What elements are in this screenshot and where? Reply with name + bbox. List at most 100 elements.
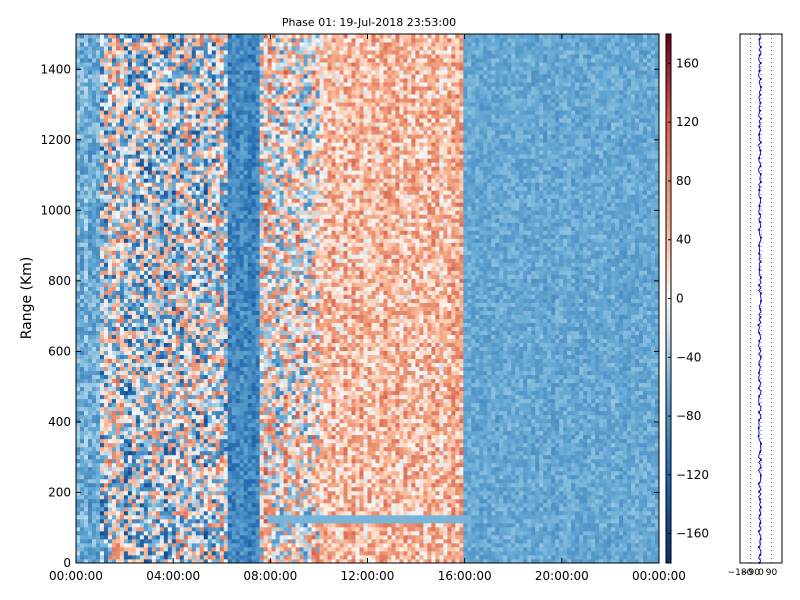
heatmap-cell	[223, 118, 229, 123]
heatmap-cell	[207, 166, 213, 171]
heatmap-cell	[151, 258, 157, 263]
heatmap-cell	[195, 522, 201, 528]
heatmap-cell	[127, 250, 133, 255]
heatmap-cell	[191, 150, 197, 155]
heatmap-cell	[87, 398, 93, 404]
heatmap-cell	[123, 506, 129, 512]
heatmap-cell	[175, 214, 181, 219]
heatmap-cell	[191, 262, 197, 267]
heatmap-cell	[223, 394, 229, 400]
heatmap-cell	[191, 222, 197, 227]
heatmap-cell	[183, 266, 189, 271]
heatmap-cell	[111, 218, 117, 223]
heatmap-cell	[143, 338, 149, 343]
heatmap-cell	[167, 46, 173, 51]
heatmap-cell	[203, 246, 209, 251]
heatmap-cell	[83, 334, 89, 339]
heatmap-cell	[103, 346, 109, 351]
heatmap-cell	[147, 542, 153, 548]
heatmap-cell	[151, 286, 157, 291]
heatmap-cell	[155, 334, 161, 339]
heatmap-cell	[175, 162, 181, 167]
heatmap-cell	[199, 514, 205, 520]
heatmap-cell	[163, 54, 169, 59]
heatmap-cell	[147, 366, 153, 372]
heatmap-cell	[99, 494, 105, 500]
heatmap-cell	[111, 378, 117, 384]
heatmap-cell	[203, 110, 209, 115]
heatmap-cell	[79, 218, 85, 223]
heatmap-cell	[223, 498, 229, 504]
heatmap-cell	[199, 258, 205, 263]
heatmap-cell	[211, 290, 217, 295]
heatmap-cell	[87, 186, 93, 191]
heatmap-cell	[219, 314, 225, 319]
heatmap-cell	[159, 158, 165, 163]
heatmap-cell	[223, 358, 229, 364]
heatmap-cell	[167, 322, 173, 327]
heatmap-cell	[211, 486, 217, 492]
heatmap-cell	[211, 82, 217, 87]
heatmap-cell	[76, 454, 81, 460]
heatmap-cell	[167, 450, 173, 456]
heatmap-cell	[207, 358, 213, 364]
heatmap-cell	[191, 54, 197, 59]
heatmap-cell	[99, 254, 105, 259]
heatmap-cell	[175, 74, 181, 79]
heatmap-cell	[91, 434, 97, 440]
heatmap-cell	[143, 334, 149, 339]
heatmap-cell	[115, 522, 121, 528]
heatmap-cell	[167, 166, 173, 171]
heatmap-cell	[111, 358, 117, 364]
heatmap-cell	[147, 314, 153, 319]
heatmap-cell	[183, 478, 189, 484]
heatmap-cell	[123, 122, 129, 127]
heatmap-cell	[211, 130, 217, 135]
heatmap-cell	[79, 42, 85, 47]
heatmap-cell	[171, 514, 177, 520]
heatmap-cell	[91, 322, 97, 327]
heatmap-cell	[87, 386, 93, 392]
heatmap-cell	[111, 506, 117, 512]
heatmap-cell	[159, 154, 165, 159]
heatmap-cell	[171, 194, 177, 199]
heatmap-cell	[115, 506, 121, 512]
heatmap-cell	[163, 462, 169, 468]
heatmap-cell	[147, 526, 153, 532]
heatmap-cell	[123, 262, 129, 267]
heatmap-cell	[135, 246, 141, 251]
heatmap-cell	[99, 214, 105, 219]
heatmap-cell	[223, 326, 229, 331]
heatmap-cell	[211, 294, 217, 299]
heatmap-cell	[195, 450, 201, 456]
heatmap-cell	[123, 218, 129, 223]
heatmap-cell	[187, 102, 193, 107]
heatmap-cell	[123, 94, 129, 99]
heatmap-cell	[143, 242, 149, 247]
heatmap-cell	[79, 418, 85, 424]
heatmap-cell	[119, 258, 125, 263]
heatmap-cell	[119, 350, 125, 356]
heatmap-cell	[175, 522, 181, 528]
heatmap-cell	[179, 142, 185, 147]
heatmap-cell	[207, 314, 213, 319]
heatmap-cell	[99, 498, 105, 504]
heatmap-cell	[76, 510, 81, 516]
heatmap-cell	[211, 502, 217, 508]
heatmap-cell	[115, 414, 121, 420]
heatmap-cell	[87, 66, 93, 71]
heatmap-cell	[207, 246, 213, 251]
heatmap-cell	[187, 366, 193, 372]
heatmap-cell	[135, 534, 141, 540]
heatmap-cell	[135, 118, 141, 123]
heatmap-cell	[155, 282, 161, 287]
heatmap-cell	[135, 314, 141, 319]
heatmap-cell	[139, 206, 145, 211]
heatmap-cell	[123, 202, 129, 207]
heatmap-cell	[135, 130, 141, 135]
heatmap-cell	[179, 42, 185, 47]
heatmap-cell	[127, 34, 133, 39]
heatmap-cell	[187, 94, 193, 99]
heatmap-cell	[147, 518, 153, 524]
heatmap-cell	[143, 518, 149, 524]
